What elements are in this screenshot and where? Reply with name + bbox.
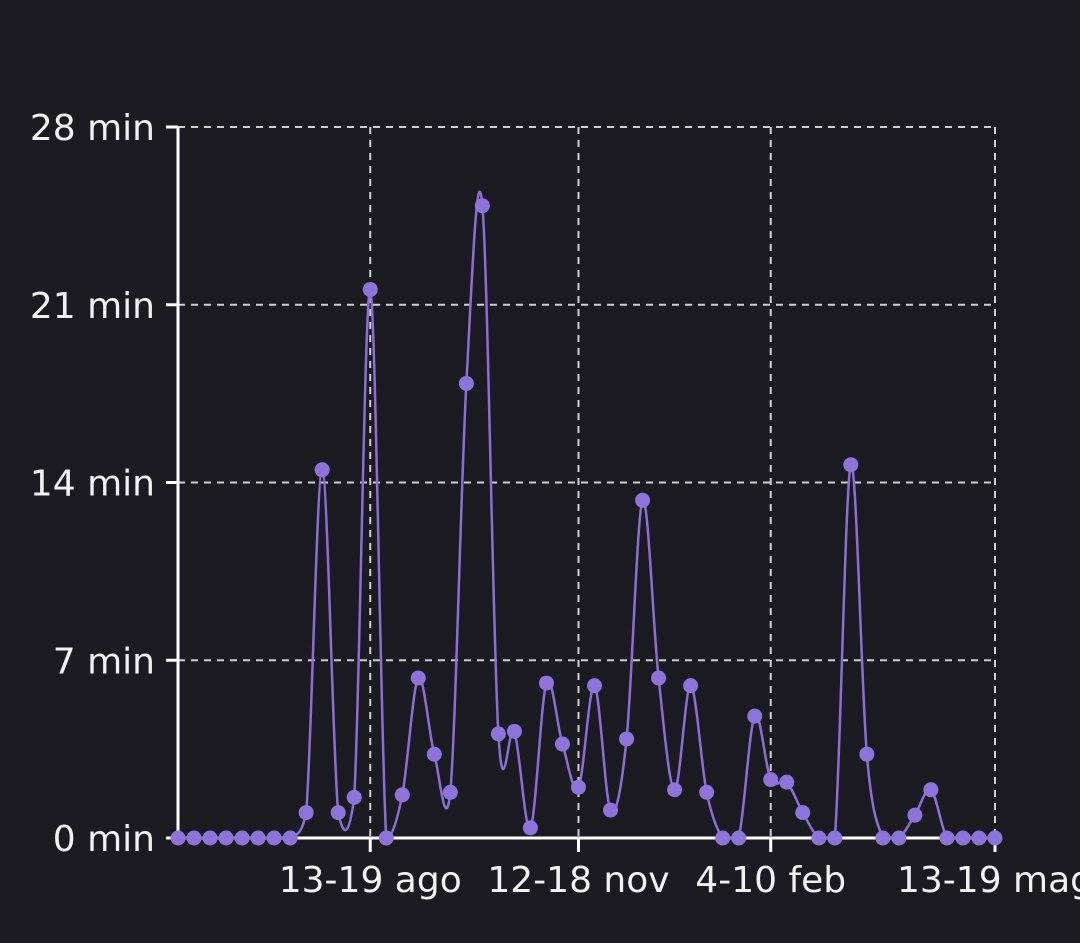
data-point[interactable] xyxy=(314,462,330,478)
y-tick-label: 21 min xyxy=(30,286,155,327)
data-point[interactable] xyxy=(859,746,875,762)
data-point[interactable] xyxy=(426,746,442,762)
data-point[interactable] xyxy=(570,779,586,795)
data-point[interactable] xyxy=(458,375,474,391)
data-point[interactable] xyxy=(667,782,683,798)
data-point[interactable] xyxy=(715,830,731,846)
x-tick-label: 13-19 ago xyxy=(279,860,462,901)
data-point[interactable] xyxy=(795,805,811,821)
grid-lines xyxy=(178,126,996,838)
data-point[interactable] xyxy=(939,830,955,846)
data-point[interactable] xyxy=(186,830,202,846)
data-point[interactable] xyxy=(378,830,394,846)
data-point[interactable] xyxy=(955,830,971,846)
data-point[interactable] xyxy=(635,492,651,508)
data-point[interactable] xyxy=(330,805,346,821)
axes xyxy=(166,125,997,852)
data-point[interactable] xyxy=(987,830,1003,846)
data-point[interactable] xyxy=(202,830,218,846)
data-point[interactable] xyxy=(250,830,266,846)
data-point[interactable] xyxy=(619,731,635,747)
data-point[interactable] xyxy=(811,830,827,846)
data-point[interactable] xyxy=(923,782,939,798)
data-point[interactable] xyxy=(490,726,506,742)
data-point[interactable] xyxy=(747,708,763,724)
data-point[interactable] xyxy=(891,830,907,846)
data-point[interactable] xyxy=(474,198,490,214)
data-point[interactable] xyxy=(410,670,426,686)
data-point[interactable] xyxy=(731,830,747,846)
series-points xyxy=(170,198,1003,846)
data-point[interactable] xyxy=(506,723,522,739)
y-tick-label: 14 min xyxy=(30,464,155,505)
data-point[interactable] xyxy=(170,830,186,846)
x-tick-label: 13-19 mag xyxy=(897,860,1080,901)
data-point[interactable] xyxy=(843,457,859,473)
tick-labels: 0 min 7 min 14 min 21 min 28 min 13-19 ago 12-… xyxy=(30,108,1080,901)
data-point[interactable] xyxy=(651,670,667,686)
data-point[interactable] xyxy=(699,784,715,800)
series-line xyxy=(178,190,995,840)
data-point[interactable] xyxy=(282,830,298,846)
data-point[interactable] xyxy=(266,830,282,846)
data-point[interactable] xyxy=(362,282,378,298)
data-point[interactable] xyxy=(522,820,538,836)
data-point[interactable] xyxy=(442,784,458,800)
x-tick-label: 12-18 nov xyxy=(487,860,669,901)
y-tick-label: 0 min xyxy=(53,819,155,860)
data-point[interactable] xyxy=(234,830,250,846)
data-point[interactable] xyxy=(554,736,570,752)
data-point[interactable] xyxy=(683,678,699,694)
data-point[interactable] xyxy=(218,830,234,846)
x-tick-label: 4-10 feb xyxy=(695,860,846,901)
series-line-path xyxy=(178,190,995,840)
data-point[interactable] xyxy=(587,678,603,694)
y-tick-label: 28 min xyxy=(30,108,155,149)
data-point[interactable] xyxy=(827,830,843,846)
data-point[interactable] xyxy=(394,787,410,803)
data-point[interactable] xyxy=(346,789,362,805)
data-point[interactable] xyxy=(538,675,554,691)
data-point[interactable] xyxy=(603,802,619,818)
data-point[interactable] xyxy=(298,805,314,821)
data-point[interactable] xyxy=(875,830,891,846)
data-point[interactable] xyxy=(971,830,987,846)
data-point[interactable] xyxy=(907,807,923,823)
y-tick-label: 7 min xyxy=(53,641,155,682)
data-point[interactable] xyxy=(763,772,779,788)
data-point[interactable] xyxy=(779,774,795,790)
